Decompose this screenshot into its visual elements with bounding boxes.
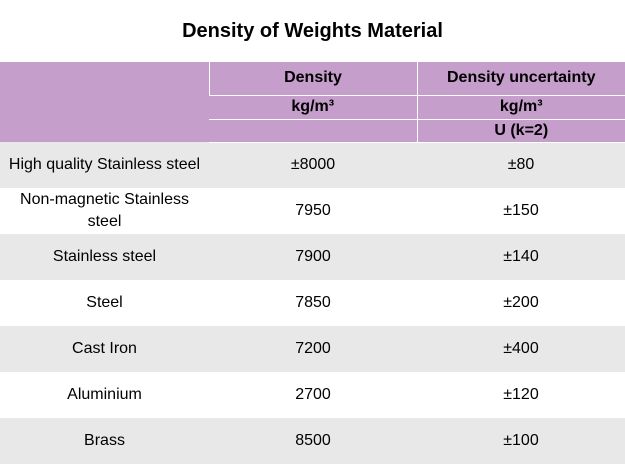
density-cell: 7850	[209, 280, 417, 326]
header-density: Density	[208, 62, 417, 96]
material-cell: Aluminium	[0, 372, 209, 418]
material-cell: High quality Stainless steel	[0, 142, 209, 188]
table-row: Steel 7850 ±200	[0, 280, 625, 326]
table-title: Density of Weights Material	[0, 0, 625, 63]
header-coverage-factor: U (k=2)	[416, 119, 625, 143]
material-cell: Stainless steel	[0, 234, 209, 280]
table-row: Cast Iron 7200 ±400	[0, 326, 625, 372]
uncertainty-cell: ±150	[417, 188, 625, 234]
table-row: High quality Stainless steel ±8000 ±80	[0, 142, 625, 188]
material-cell: Non-magnetic Stainless steel	[0, 188, 209, 234]
header-corner-cell	[0, 62, 209, 142]
material-cell: Cast Iron	[0, 326, 209, 372]
header-uncertainty-unit: kg/m³	[416, 95, 625, 120]
density-cell: ±8000	[209, 142, 417, 188]
table-row: Brass 8500 ±100	[0, 418, 625, 464]
density-cell: 7900	[209, 234, 417, 280]
density-cell: 8500	[209, 418, 417, 464]
material-cell: Brass	[0, 418, 209, 464]
uncertainty-cell: ±100	[417, 418, 625, 464]
density-cell: 2700	[209, 372, 417, 418]
header-density-uncertainty: Density uncertainty	[416, 62, 625, 96]
table-row: Stainless steel 7900 ±140	[0, 234, 625, 280]
uncertainty-cell: ±400	[417, 326, 625, 372]
uncertainty-cell: ±140	[417, 234, 625, 280]
uncertainty-cell: ±200	[417, 280, 625, 326]
uncertainty-cell: ±80	[417, 142, 625, 188]
density-cell: 7950	[209, 188, 417, 234]
table-row: Non-magnetic Stainless steel 7950 ±150	[0, 188, 625, 234]
table-body: High quality Stainless steel ±8000 ±80 N…	[0, 142, 625, 464]
uncertainty-cell: ±120	[417, 372, 625, 418]
material-cell: Steel	[0, 280, 209, 326]
table-header: Density Density uncertainty kg/m³ kg/m³ …	[0, 62, 625, 143]
density-table: Density Density uncertainty kg/m³ kg/m³ …	[0, 62, 625, 464]
table-row: Aluminium 2700 ±120	[0, 372, 625, 418]
density-cell: 7200	[209, 326, 417, 372]
header-density-blank	[209, 119, 417, 143]
header-density-unit: kg/m³	[209, 95, 417, 120]
